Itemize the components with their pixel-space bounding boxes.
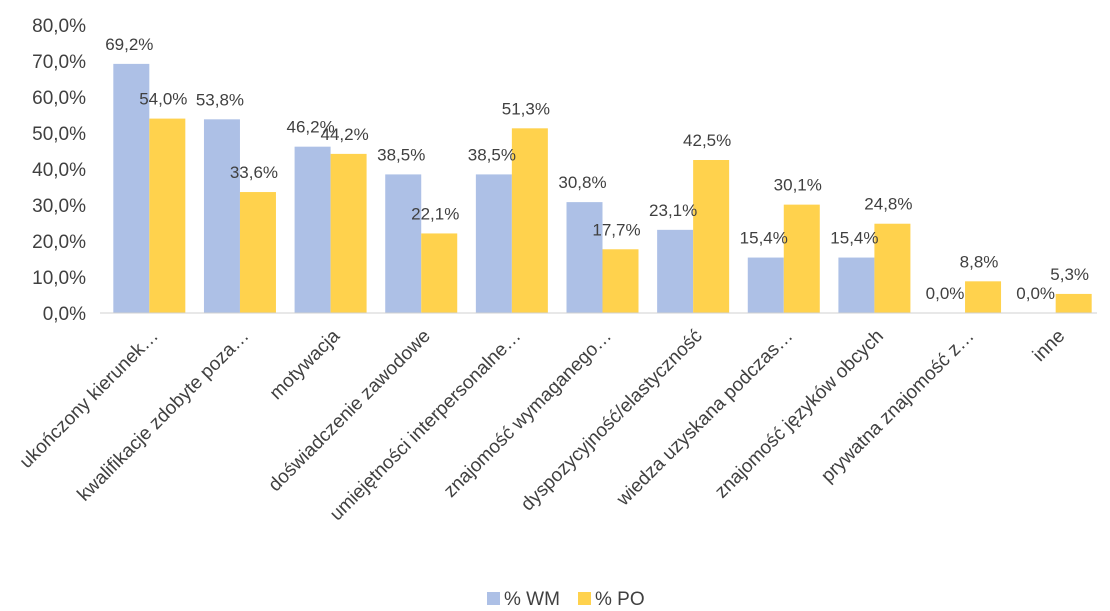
bar-po [693, 160, 730, 313]
data-label-po: 51,3% [502, 99, 550, 118]
bar-po [330, 153, 367, 313]
data-label-wm: 46,2% [286, 118, 334, 137]
data-label-wm: 38,5% [377, 145, 425, 164]
bar-po [965, 281, 1002, 313]
y-tick-label: 10,0% [32, 268, 86, 289]
legend-swatch-po [578, 592, 591, 605]
data-label-po: 24,8% [864, 195, 912, 214]
bar-wm [475, 174, 512, 313]
bar-wm [294, 146, 331, 313]
bar-po [511, 128, 548, 313]
x-tick-label: prywatna znajomość z… [817, 326, 978, 487]
data-label-wm: 69,2% [105, 35, 153, 54]
bar-po [874, 223, 911, 313]
y-tick-label: 50,0% [32, 124, 86, 145]
bar-po [239, 192, 276, 313]
legend: % WM % PO [487, 589, 645, 610]
data-label-wm: 15,4% [830, 229, 878, 248]
data-label-po: 44,2% [320, 125, 368, 144]
data-label-po: 30,1% [774, 176, 822, 195]
bar-po [421, 233, 458, 313]
y-tick-label: 80,0% [32, 16, 86, 37]
bar-po [602, 249, 639, 313]
bar-wm [385, 174, 422, 313]
data-label-po: 33,6% [230, 163, 278, 182]
legend-swatch-wm [487, 592, 500, 605]
y-tick-label: 0,0% [43, 304, 86, 325]
data-label-wm: 53,8% [196, 90, 244, 109]
bar-po [783, 204, 820, 313]
x-tick-label: dyspozycyjność/elastyczność [517, 326, 707, 516]
bar-wm [566, 202, 603, 313]
y-tick-label: 60,0% [32, 88, 86, 109]
x-tick-label: umiejętności interpersonalne… [326, 326, 525, 525]
x-tick-label: inne [1029, 326, 1069, 366]
bar-wm [747, 257, 784, 313]
data-labels: 69,2% 54,0% 53,8% 33,6% 46,2%44,2% 38,5% 22,1%… [105, 35, 1089, 303]
y-axis: 0,0% 10,0% 20,0% 30,0% 40,0% 50,0% 60,0% 70,0% 8… [32, 16, 86, 325]
legend-label-wm: % WM [504, 589, 560, 610]
y-tick-label: 70,0% [32, 52, 86, 73]
x-tick-label: wiedza uzyskana podczas… [612, 326, 797, 511]
data-label-wm: 38,5% [468, 145, 516, 164]
data-label-wm: 23,1% [649, 201, 697, 220]
data-label-po: 22,1% [411, 204, 459, 223]
data-label-po: 5,3% [1050, 265, 1089, 284]
data-label-wm: 30,8% [558, 173, 606, 192]
data-label-po: 42,5% [683, 131, 731, 150]
x-tick-label: motywacja [266, 325, 345, 404]
x-tick-label: znajomość języków obcych [711, 326, 888, 503]
bar-wm [838, 257, 875, 313]
y-tick-label: 30,0% [32, 196, 86, 217]
data-label-wm: 0,0% [1016, 284, 1055, 303]
bar-wm [657, 229, 694, 313]
data-label-wm: 0,0% [926, 284, 965, 303]
data-label-wm: 15,4% [740, 229, 788, 248]
x-tick-label: kwalifikacje zdobyte poza… [74, 326, 254, 506]
x-axis: ukończony kierunek…kwalifikacje zdobyte … [16, 325, 1069, 525]
legend-label-po: % PO [595, 589, 645, 610]
bar-wm [113, 63, 150, 313]
data-label-po: 17,7% [592, 220, 640, 239]
x-tick-label: znajomość wymaganego… [440, 326, 616, 502]
bars [113, 63, 1092, 313]
bar-po [1055, 293, 1092, 313]
data-label-po: 54,0% [139, 90, 187, 109]
y-tick-label: 20,0% [32, 232, 86, 253]
data-label-po: 8,8% [960, 252, 999, 271]
y-tick-label: 40,0% [32, 160, 86, 181]
x-tick-label: doświadczenie zawodowe [265, 326, 435, 496]
bar-wm [203, 119, 240, 313]
bar-po [149, 118, 186, 313]
